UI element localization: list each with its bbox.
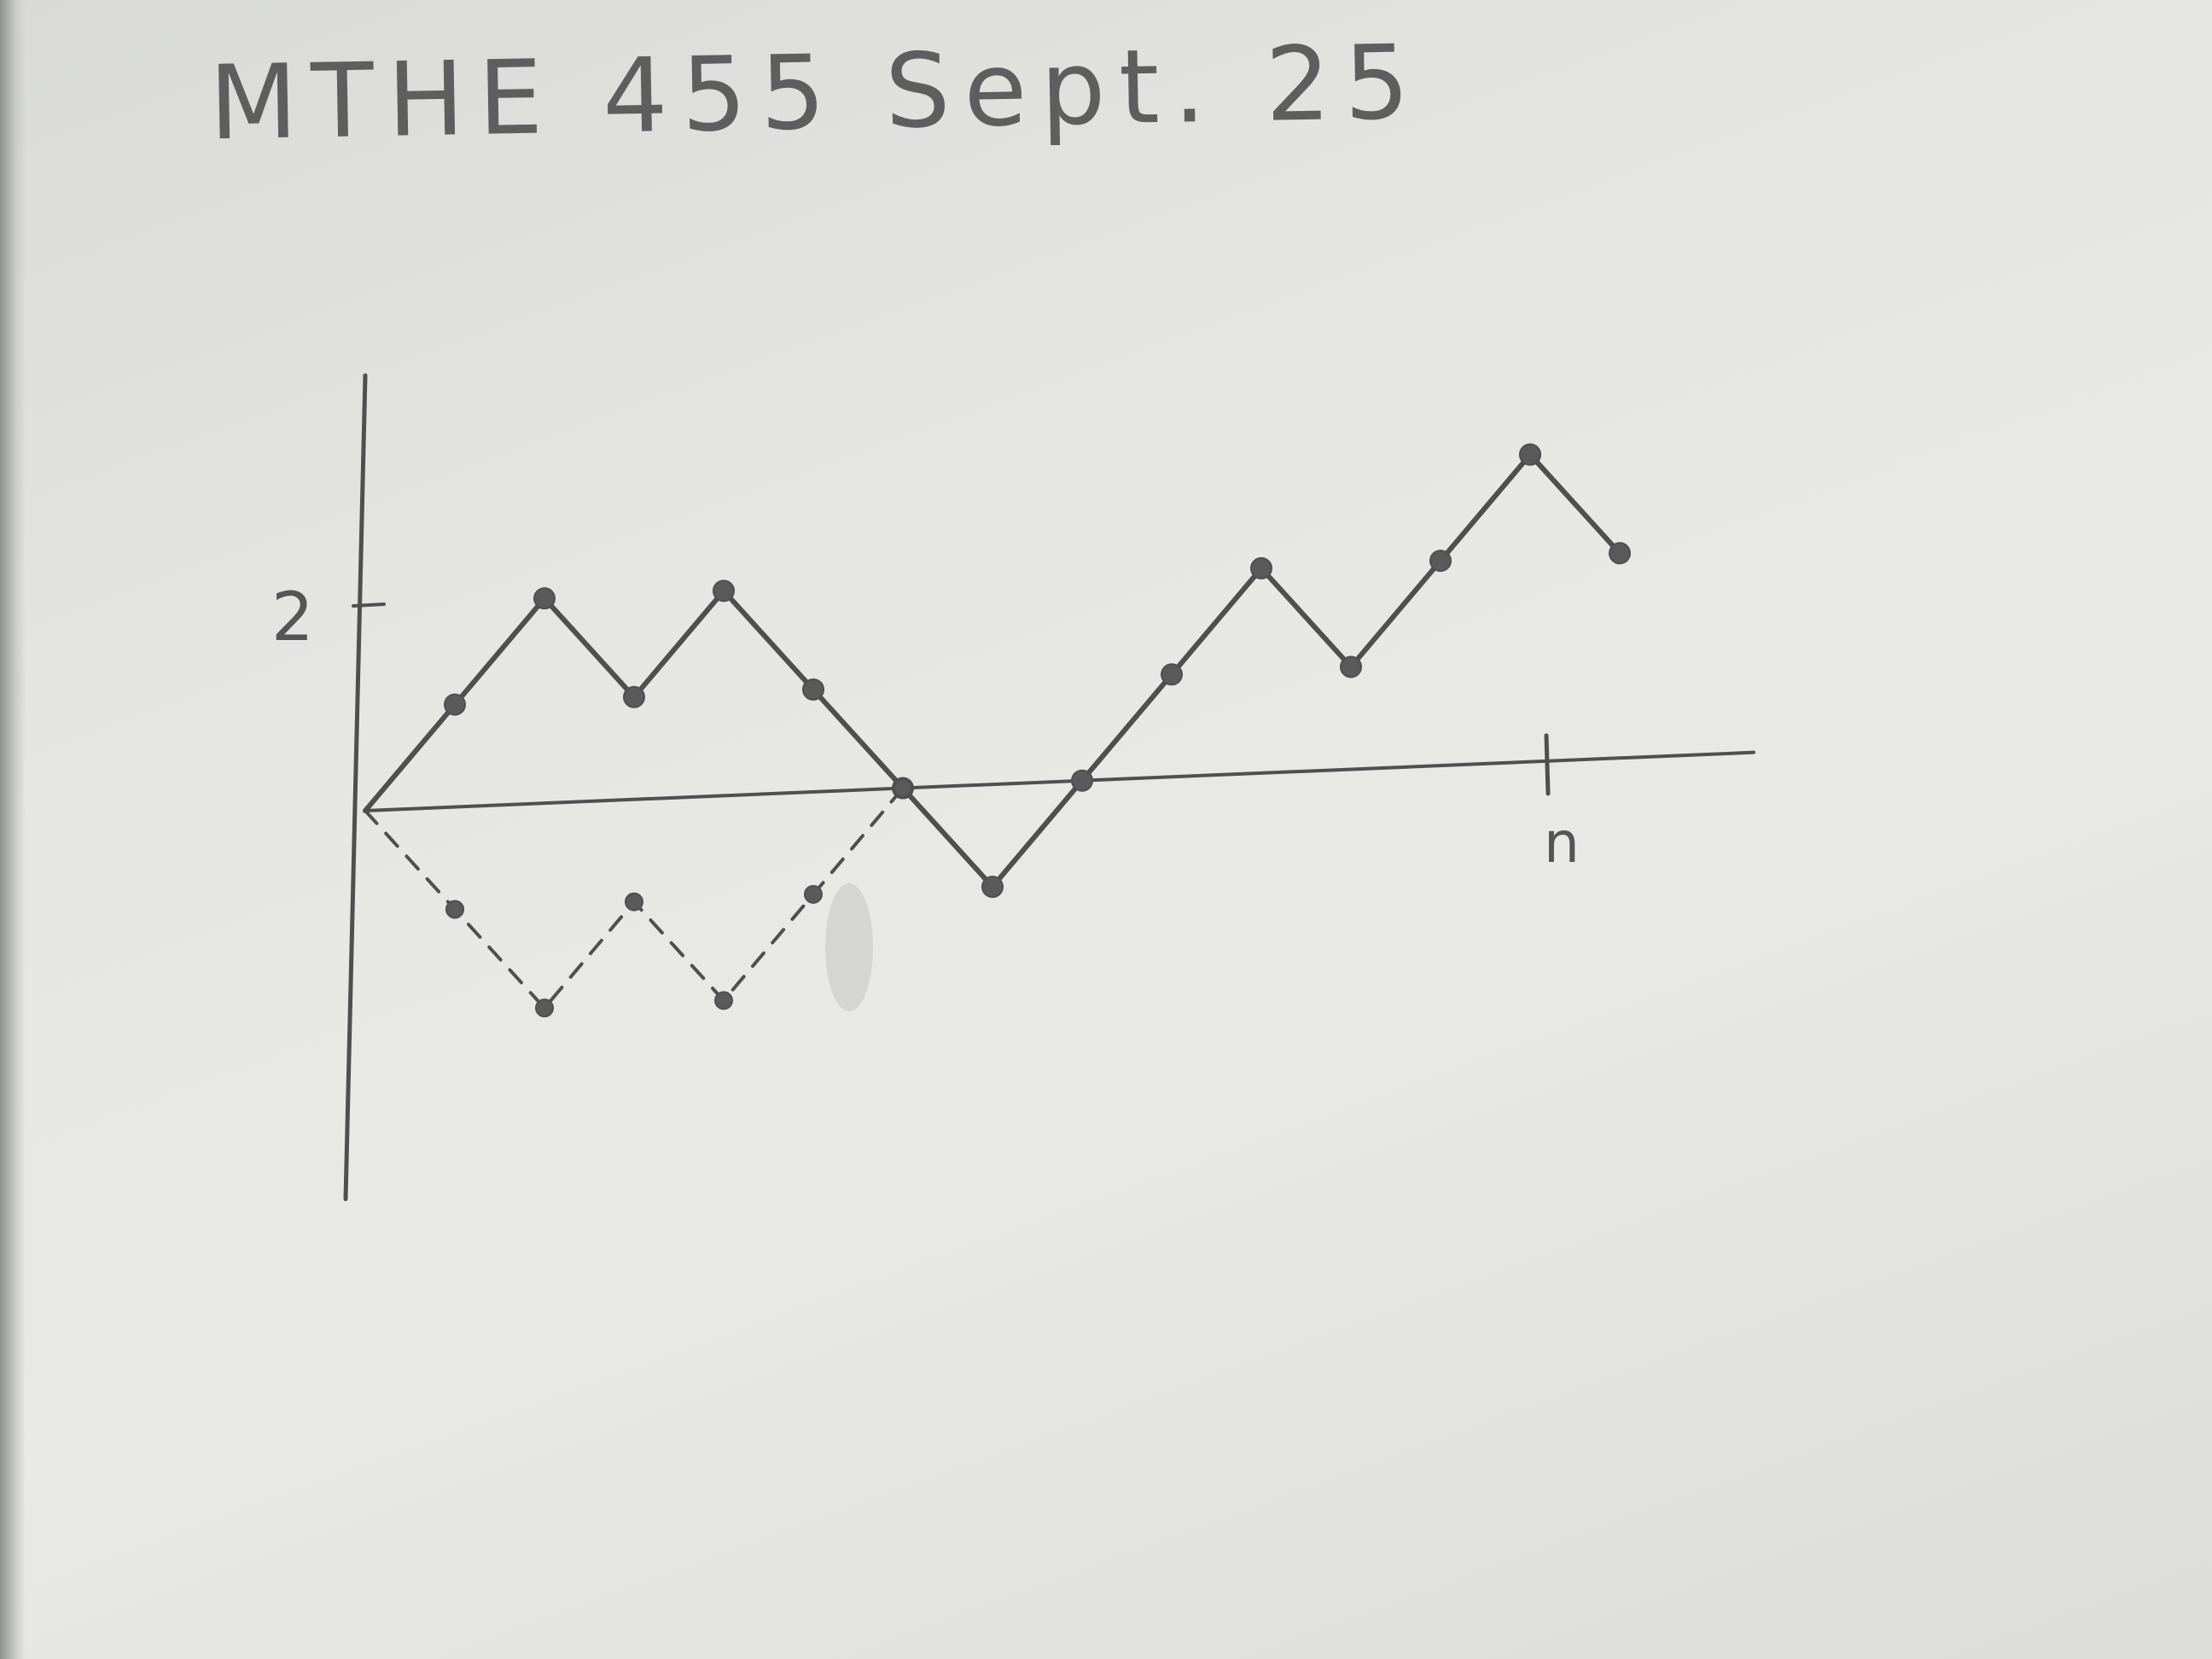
chart-series-layer xyxy=(363,443,1631,1018)
chart-labels-layer: 2n xyxy=(271,579,1580,876)
series-1-point xyxy=(714,991,733,1010)
series-2-point xyxy=(1609,542,1631,565)
series-0-point xyxy=(713,579,735,602)
series-0-point xyxy=(1071,769,1093,792)
series-0-point xyxy=(623,685,645,708)
series-0-point xyxy=(802,678,824,701)
series-2-point xyxy=(1519,443,1541,466)
series-0-point xyxy=(1340,655,1362,678)
series-1-point xyxy=(804,884,823,904)
series-0-point xyxy=(1250,556,1272,579)
paper-edge-shadow xyxy=(0,0,26,1659)
series-0-line xyxy=(363,451,1533,890)
x-axis-line xyxy=(364,750,1755,812)
series-0-point xyxy=(1429,550,1452,573)
chart-axes xyxy=(343,373,1755,1202)
series-0-point xyxy=(981,876,1004,899)
series-0-point xyxy=(1161,663,1183,686)
series-1-point xyxy=(535,998,554,1018)
series-0-point xyxy=(533,587,556,610)
series-1-point xyxy=(625,892,643,911)
series-1-point xyxy=(894,778,912,798)
y-tick xyxy=(352,602,386,608)
y-tick-label: 2 xyxy=(271,579,314,656)
series-0-point xyxy=(444,693,466,716)
x-axis-label: n xyxy=(1544,810,1580,876)
y-axis-line xyxy=(343,373,368,1202)
series-2-line xyxy=(1528,451,1622,556)
x-tick xyxy=(1544,733,1551,796)
series-1-point xyxy=(445,899,464,919)
pencil-smudge xyxy=(825,883,873,1011)
